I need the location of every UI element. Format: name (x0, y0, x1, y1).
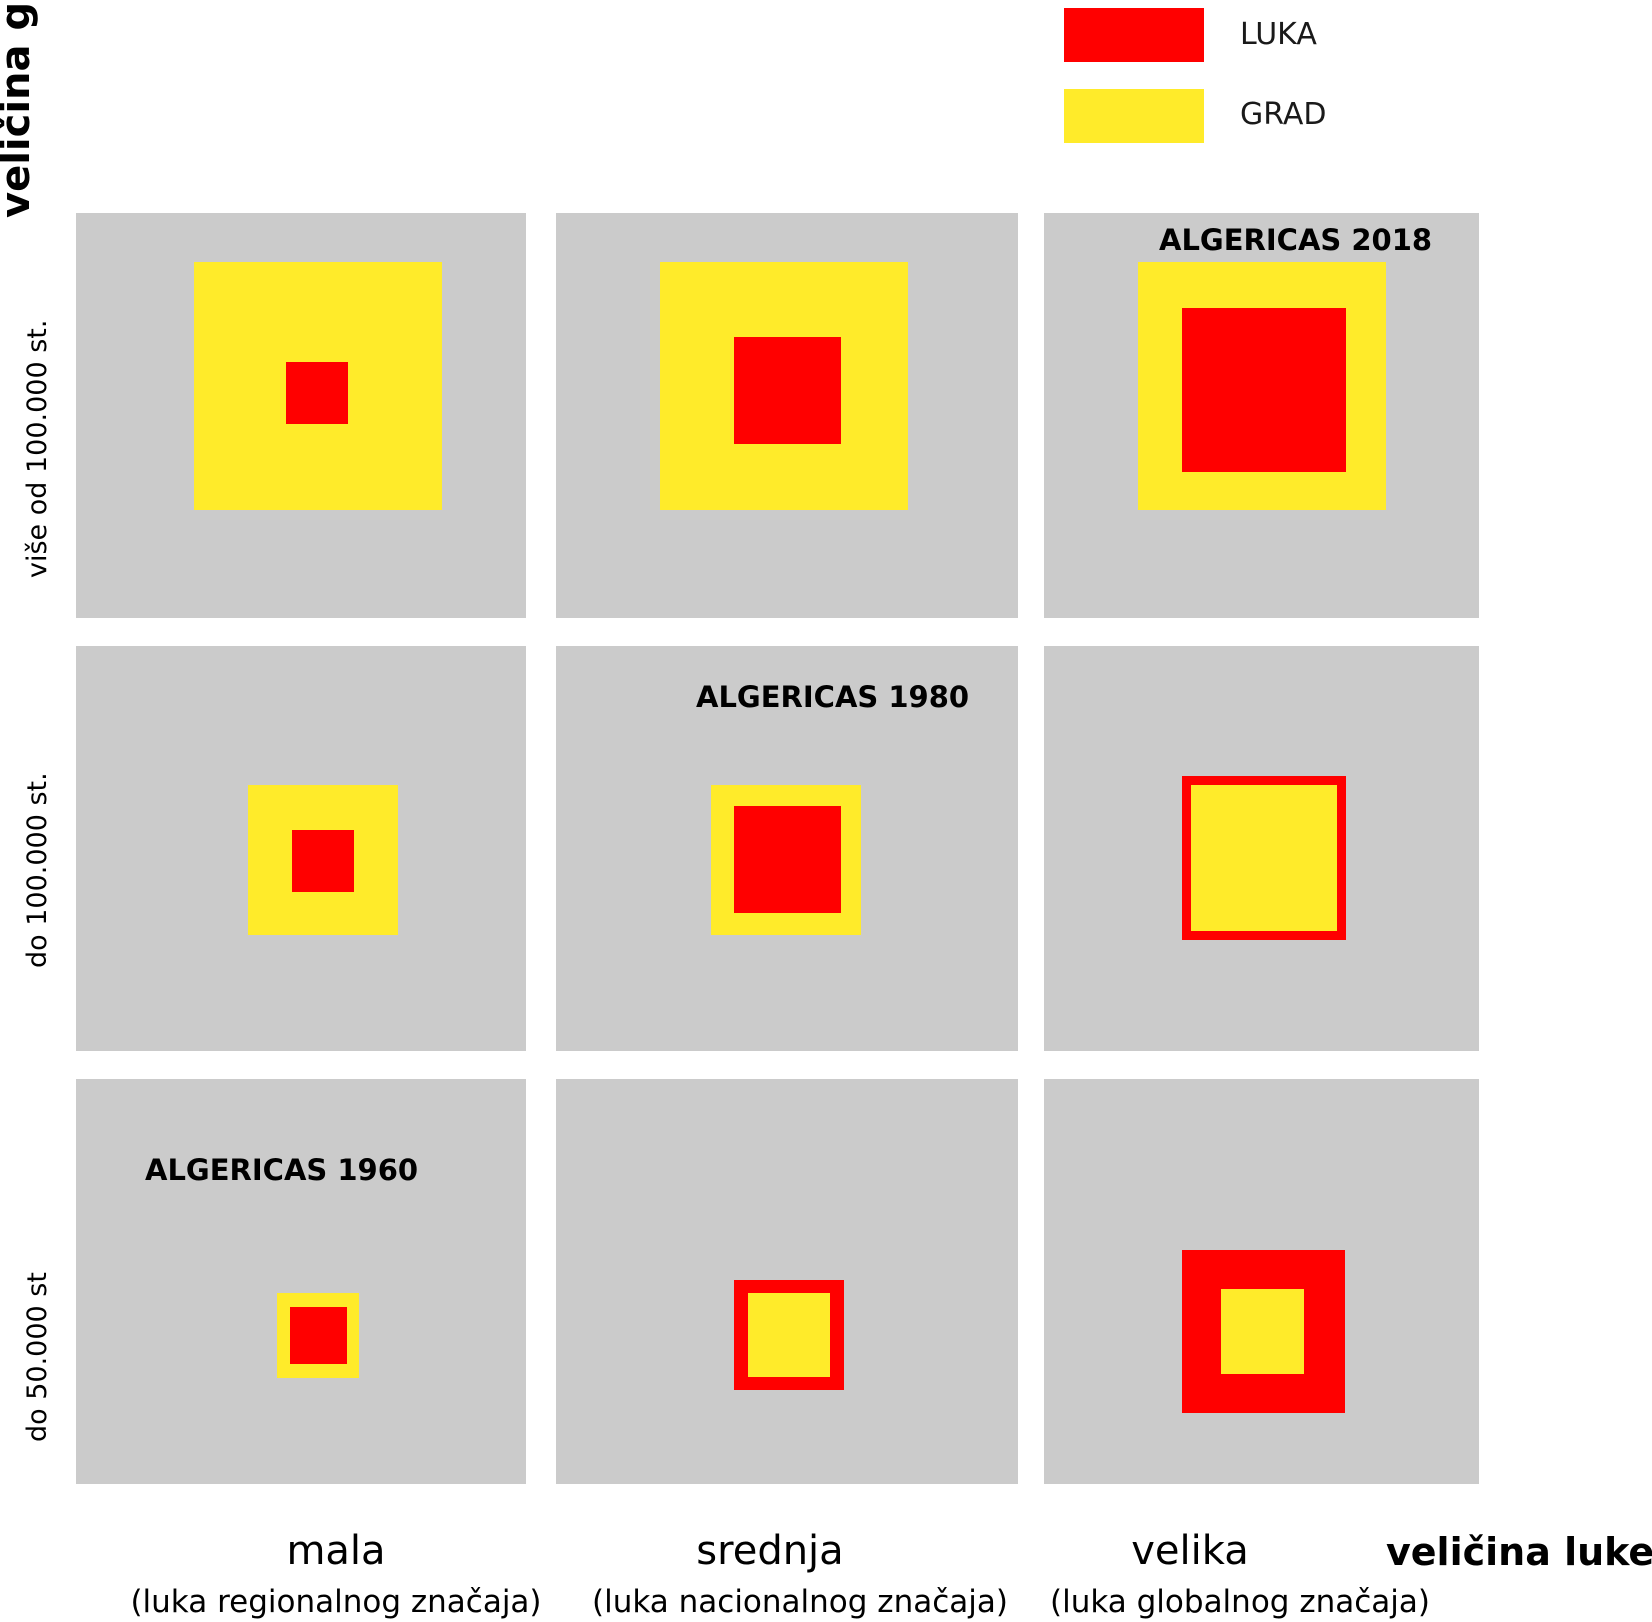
city-square (1221, 1289, 1304, 1374)
port-square (734, 337, 841, 444)
city-size-axis-title: veličina grada (0, 0, 39, 218)
port-square (290, 1307, 347, 1364)
row-label-up-to-100k: do 100.000 st. (22, 772, 53, 968)
cell-medium-city-small-port (76, 646, 526, 1051)
city-square (1191, 785, 1337, 931)
legend-swatch-city (1064, 89, 1204, 143)
cell-large-city-medium-port (556, 213, 1018, 618)
algericas-2018-label: ALGERICAS 2018 (1159, 223, 1433, 257)
column-label-small: mala (286, 1528, 386, 1574)
algericas-1960-label: ALGERICAS 1960 (145, 1153, 419, 1187)
cell-large-city-large-port: ALGERICAS 2018 (1044, 213, 1479, 618)
column-sublabel-small: (luka regionalnog značaja) (130, 1584, 542, 1620)
city-square (748, 1293, 830, 1377)
cell-small-city-medium-port (556, 1079, 1018, 1484)
cell-small-city-large-port (1044, 1079, 1479, 1484)
port-square (286, 362, 348, 424)
legend-swatch-port (1064, 8, 1204, 62)
port-size-axis-title: veličina luke (1386, 1530, 1652, 1574)
column-label-medium: srednja (696, 1528, 844, 1574)
cell-large-city-small-port (76, 213, 526, 618)
row-label-up-to-50k: do 50.000 st (22, 1272, 53, 1442)
row-label-over-100k: više od 100.000 st. (22, 319, 53, 578)
port-square (1182, 308, 1346, 472)
port-square (292, 830, 354, 892)
algericas-1980-label: ALGERICAS 1980 (696, 680, 970, 714)
cell-small-city-small-port: ALGERICAS 1960 (76, 1079, 526, 1484)
legend-label-port: LUKA (1240, 17, 1317, 52)
column-sublabel-medium: (luka nacionalnog značaja) (592, 1584, 1008, 1620)
port-square (734, 806, 841, 913)
column-label-large: velika (1131, 1528, 1249, 1574)
cell-medium-city-medium-port: ALGERICAS 1980 (556, 646, 1018, 1051)
column-sublabel-large: (luka globalnog značaja) (1050, 1584, 1430, 1620)
legend-label-city: GRAD (1240, 97, 1327, 132)
cell-medium-city-large-port (1044, 646, 1479, 1051)
